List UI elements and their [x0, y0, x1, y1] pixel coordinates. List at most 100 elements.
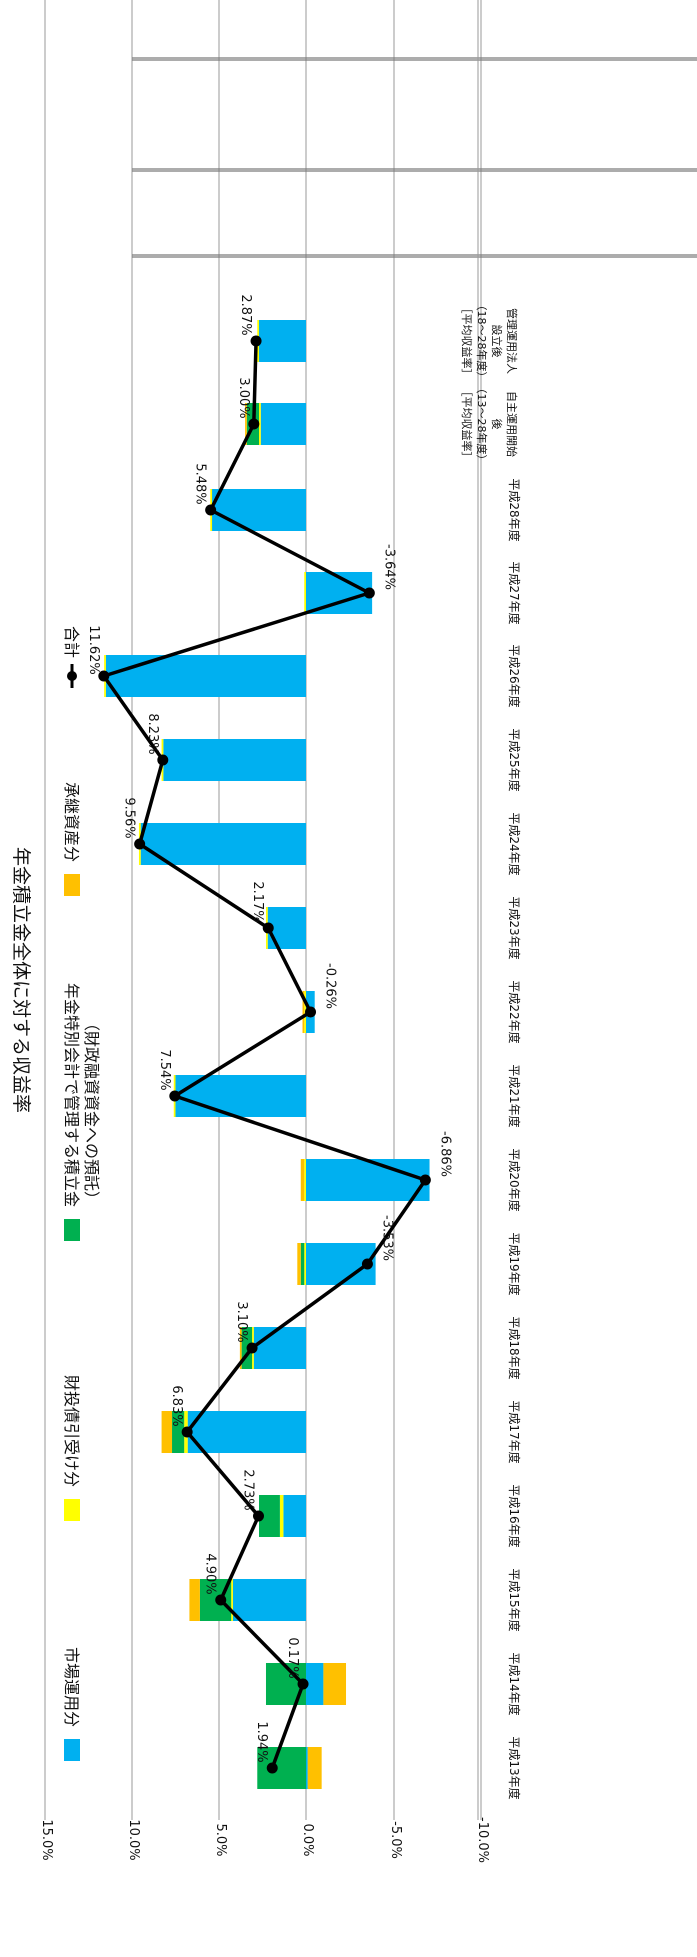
bar-segment-財投債引受け分: [279, 1495, 284, 1537]
total-point: [246, 1342, 258, 1354]
category-label: 平成27年度: [507, 561, 522, 624]
category-label: 平成25年度: [507, 728, 522, 791]
legend: 市場運用分 財投債引受け分 年金特別会計で管理する積立金 （財政融資資金への預託） 承継…: [62, 626, 101, 1761]
bar-segment-市場運用分: [260, 403, 306, 445]
total-point: [262, 922, 274, 934]
bar-segment-承継資産分: [307, 1747, 322, 1789]
grid-lines: 15.0% 10.0% 5.0% 0.0% -5.0% -10.0% 平成13年度平成14年…: [39, 0, 697, 1863]
data-label: 5.48%: [193, 463, 208, 504]
total-point: [250, 335, 262, 347]
total-point: [252, 1510, 264, 1522]
bar-segment-年金特別会計で管理する積立金: [257, 1747, 306, 1789]
bar-segment-年金特別会計で管理する積立金: [259, 1495, 280, 1537]
data-label: 2.87%: [238, 294, 253, 335]
bar-segment-年金特別会計で管理する積立金: [300, 1243, 305, 1285]
total-point: [248, 418, 260, 430]
bar-segment-財投債引受け分: [259, 403, 261, 445]
category-label: 管理運用法人設立後（18～28年度）［平均収益率］: [460, 300, 519, 383]
category-label: 平成15年度: [507, 1568, 522, 1631]
total-line: [98, 335, 431, 1774]
total-point: [266, 1762, 278, 1774]
bar-segment-市場運用分: [175, 1075, 306, 1117]
legend-label: （財政融資資金への預託）: [82, 1015, 101, 1207]
chart-title: 年金積立金全体に対する収益率: [10, 847, 32, 1113]
category-label-line: （18～28年度）: [475, 300, 489, 383]
legend-swatch-marker: [67, 671, 77, 681]
total-point: [169, 1090, 181, 1102]
bar-segment-市場運用分: [140, 823, 306, 865]
category-label: 平成18年度: [507, 1316, 522, 1379]
bar-segment-財投債引受け分: [304, 1159, 306, 1201]
data-label: 4.90%: [203, 1553, 218, 1594]
category-label-line: ［平均収益率］: [460, 303, 474, 380]
bar-segment-市場運用分: [187, 1411, 306, 1453]
bar-segment-市場運用分: [306, 1159, 430, 1201]
category-label: 平成20年度: [507, 1148, 522, 1211]
bar-segment-市場運用分: [232, 1579, 306, 1621]
y-tick-label: 0.0%: [300, 1823, 315, 1856]
bar-segment-承継資産分: [323, 1663, 347, 1705]
data-label: -6.86%: [437, 1131, 452, 1177]
category-label: 平成28年度: [507, 478, 522, 541]
y-tick-label: 10.0%: [126, 1819, 141, 1860]
bar-segment-市場運用分: [253, 1327, 306, 1369]
data-label: 2.17%: [250, 881, 265, 922]
bar-segment-市場運用分: [212, 489, 306, 531]
bar-segment-承継資産分: [189, 1579, 200, 1621]
data-labels: 1.94% 0.17% 4.90% 2.73% 6.83% 3.10% -3.53% -6.8…: [86, 294, 453, 1762]
category-label: 平成21年度: [507, 1064, 522, 1127]
category-label: 平成24年度: [507, 812, 522, 875]
legend-label: 承継資産分: [62, 782, 81, 862]
total-point: [134, 838, 146, 850]
total-point: [215, 1594, 227, 1606]
data-label: 1.94%: [254, 1721, 269, 1762]
data-label: 6.83%: [169, 1385, 184, 1426]
category-label-line: 後: [490, 419, 504, 430]
bar-segment-承継資産分: [302, 991, 305, 1033]
category-label-line: ［平均収益率］: [460, 386, 474, 463]
data-label: 9.56%: [122, 797, 137, 838]
bar-segment-市場運用分: [283, 1495, 306, 1537]
category-label: 平成14年度: [507, 1652, 522, 1715]
bars: [104, 320, 430, 1789]
bar-segment-承継資産分: [300, 1159, 305, 1201]
bar-segment-市場運用分: [306, 1747, 308, 1789]
total-point: [305, 1006, 317, 1018]
y-tick-label: -5.0%: [388, 1821, 403, 1859]
bar-segment-承継資産分: [239, 1327, 242, 1369]
category-label-line: （13～28年度）: [475, 383, 489, 466]
bar-segment-承継資産分: [161, 1411, 173, 1453]
data-label: -0.26%: [323, 963, 338, 1009]
bar-segment-財投債引受け分: [304, 1243, 306, 1285]
legend-swatch: [64, 1219, 80, 1241]
y-tick-label: -10.0%: [475, 1817, 490, 1863]
legend-label: 財投債引受け分: [62, 1375, 81, 1487]
data-label: -3.64%: [381, 544, 396, 590]
total-point: [361, 1258, 373, 1270]
legend-swatch: [64, 1499, 80, 1521]
data-label: 11.62%: [86, 625, 101, 675]
bar-segment-市場運用分: [306, 1663, 324, 1705]
category-label: 自主運用開始後（13～28年度）［平均収益率］: [460, 383, 519, 466]
category-label: 平成23年度: [507, 896, 522, 959]
data-label: 8.23%: [145, 713, 160, 754]
total-point: [157, 754, 169, 766]
data-label: 3.00%: [236, 377, 251, 418]
y-tick-label: 5.0%: [213, 1823, 228, 1856]
data-label: 2.73%: [240, 1469, 255, 1510]
legend-label: 年金特別会計で管理する積立金: [62, 983, 81, 1207]
total-point: [181, 1426, 193, 1438]
bar-segment-承継資産分: [245, 403, 247, 445]
category-label: 平成17年度: [507, 1400, 522, 1463]
y-tick-label: 15.0%: [39, 1819, 54, 1860]
category-label: 平成19年度: [507, 1232, 522, 1295]
total-point: [205, 504, 217, 516]
category-label: 平成16年度: [507, 1484, 522, 1547]
data-label: 0.17%: [285, 1637, 300, 1678]
total-point: [297, 1678, 309, 1690]
category-label: 平成26年度: [507, 644, 522, 707]
bar-segment-年金特別会計で管理する積立金: [172, 1411, 185, 1453]
legend-label: 合計: [62, 626, 81, 658]
bar-segment-市場運用分: [105, 655, 307, 697]
